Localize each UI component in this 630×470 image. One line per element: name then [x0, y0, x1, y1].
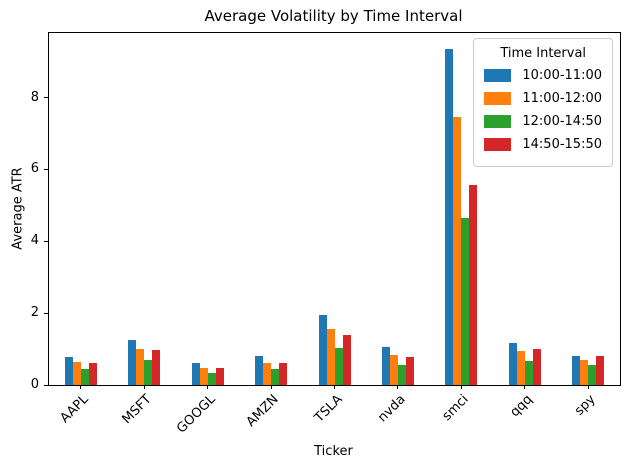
y-axis-tick-label: 2	[30, 305, 39, 321]
x-axis-label: Ticker	[314, 444, 353, 459]
legend-item: 14:50-15:50	[484, 136, 602, 153]
bar-smci-14:50-15:50	[469, 185, 478, 385]
y-axis-tick	[44, 312, 48, 314]
bar-MSFT-12:00-14:50	[144, 359, 153, 385]
y-axis-label: Average ATR	[10, 167, 26, 250]
bar-AAPL-12:00-14:50	[80, 368, 89, 385]
bar-qqq-14:50-15:50	[532, 349, 541, 385]
legend-color-swatch	[484, 138, 512, 151]
bar-GOOGL-14:50-15:50	[215, 368, 224, 385]
bar-nvda-11:00-12:00	[389, 354, 398, 385]
x-axis-tick	[80, 385, 82, 389]
x-axis-tick	[143, 385, 145, 389]
y-axis-tick-label: 6	[30, 161, 39, 177]
legend-color-swatch	[484, 69, 512, 82]
bar-TSLA-10:00-11:00	[318, 314, 327, 385]
bar-spy-14:50-15:50	[596, 356, 605, 385]
bar-spy-12:00-14:50	[588, 365, 597, 385]
chart-title: Average Volatility by Time Interval	[204, 7, 463, 25]
bar-AMZN-11:00-12:00	[263, 363, 272, 385]
bar-smci-10:00-11:00	[445, 48, 454, 385]
bar-MSFT-10:00-11:00	[128, 339, 137, 385]
bar-AAPL-11:00-12:00	[72, 361, 81, 385]
bar-MSFT-14:50-15:50	[152, 349, 161, 385]
legend-item: 12:00-14:50	[484, 113, 602, 130]
bar-TSLA-11:00-12:00	[326, 328, 335, 385]
legend-color-swatch	[484, 92, 512, 105]
bar-AAPL-14:50-15:50	[88, 363, 97, 385]
legend-item: 10:00-11:00	[484, 67, 602, 84]
bar-spy-11:00-12:00	[580, 359, 589, 385]
legend-item: 11:00-12:00	[484, 90, 602, 107]
legend-item-label: 10:00-11:00	[522, 68, 602, 83]
bar-smci-12:00-14:50	[461, 218, 470, 385]
bar-qqq-12:00-14:50	[524, 360, 533, 385]
y-axis-tick-label: 8	[30, 89, 39, 105]
y-axis-tick	[44, 384, 48, 386]
x-axis-tick	[587, 385, 589, 389]
bar-AAPL-10:00-11:00	[64, 356, 73, 385]
legend: Time Interval 10:00-11:00 11:00-12:00 12:0…	[473, 38, 613, 167]
bar-nvda-10:00-11:00	[381, 346, 390, 385]
bar-spy-10:00-11:00	[572, 355, 581, 385]
bar-AMZN-10:00-11:00	[255, 356, 264, 385]
bar-qqq-10:00-11:00	[508, 343, 517, 385]
legend-item-label: 14:50-15:50	[522, 137, 602, 152]
y-axis-tick	[44, 97, 48, 99]
legend-entries: 10:00-11:00 11:00-12:00 12:00-14:50 14:50-1…	[484, 67, 602, 153]
bar-qqq-11:00-12:00	[516, 350, 525, 385]
x-axis-tick	[524, 385, 526, 389]
legend-color-swatch	[484, 115, 512, 128]
bar-smci-11:00-12:00	[453, 116, 462, 385]
bar-MSFT-11:00-12:00	[136, 348, 145, 385]
x-axis-tick	[270, 385, 272, 389]
x-axis-tick	[397, 385, 399, 389]
bar-AMZN-12:00-14:50	[271, 368, 280, 385]
x-axis-tick	[207, 385, 209, 389]
y-axis-tick-label: 0	[30, 377, 39, 392]
legend-item-label: 12:00-14:50	[522, 114, 602, 129]
y-axis-tick	[44, 240, 48, 242]
bar-GOOGL-10:00-11:00	[191, 363, 200, 385]
bar-nvda-14:50-15:50	[405, 356, 414, 385]
bar-TSLA-14:50-15:50	[342, 334, 351, 385]
legend-title: Time Interval	[500, 46, 587, 61]
y-axis-tick-label: 4	[30, 233, 39, 249]
x-axis-tick	[334, 385, 335, 389]
legend-item-label: 11:00-12:00	[522, 91, 602, 106]
bar-GOOGL-11:00-12:00	[199, 367, 208, 385]
y-axis-tick	[44, 168, 48, 170]
bar-nvda-12:00-14:50	[397, 364, 406, 385]
x-axis-tick	[460, 385, 462, 389]
bar-GOOGL-12:00-14:50	[207, 372, 216, 385]
bar-AMZN-14:50-15:50	[279, 362, 288, 385]
bar-TSLA-12:00-14:50	[334, 348, 343, 385]
